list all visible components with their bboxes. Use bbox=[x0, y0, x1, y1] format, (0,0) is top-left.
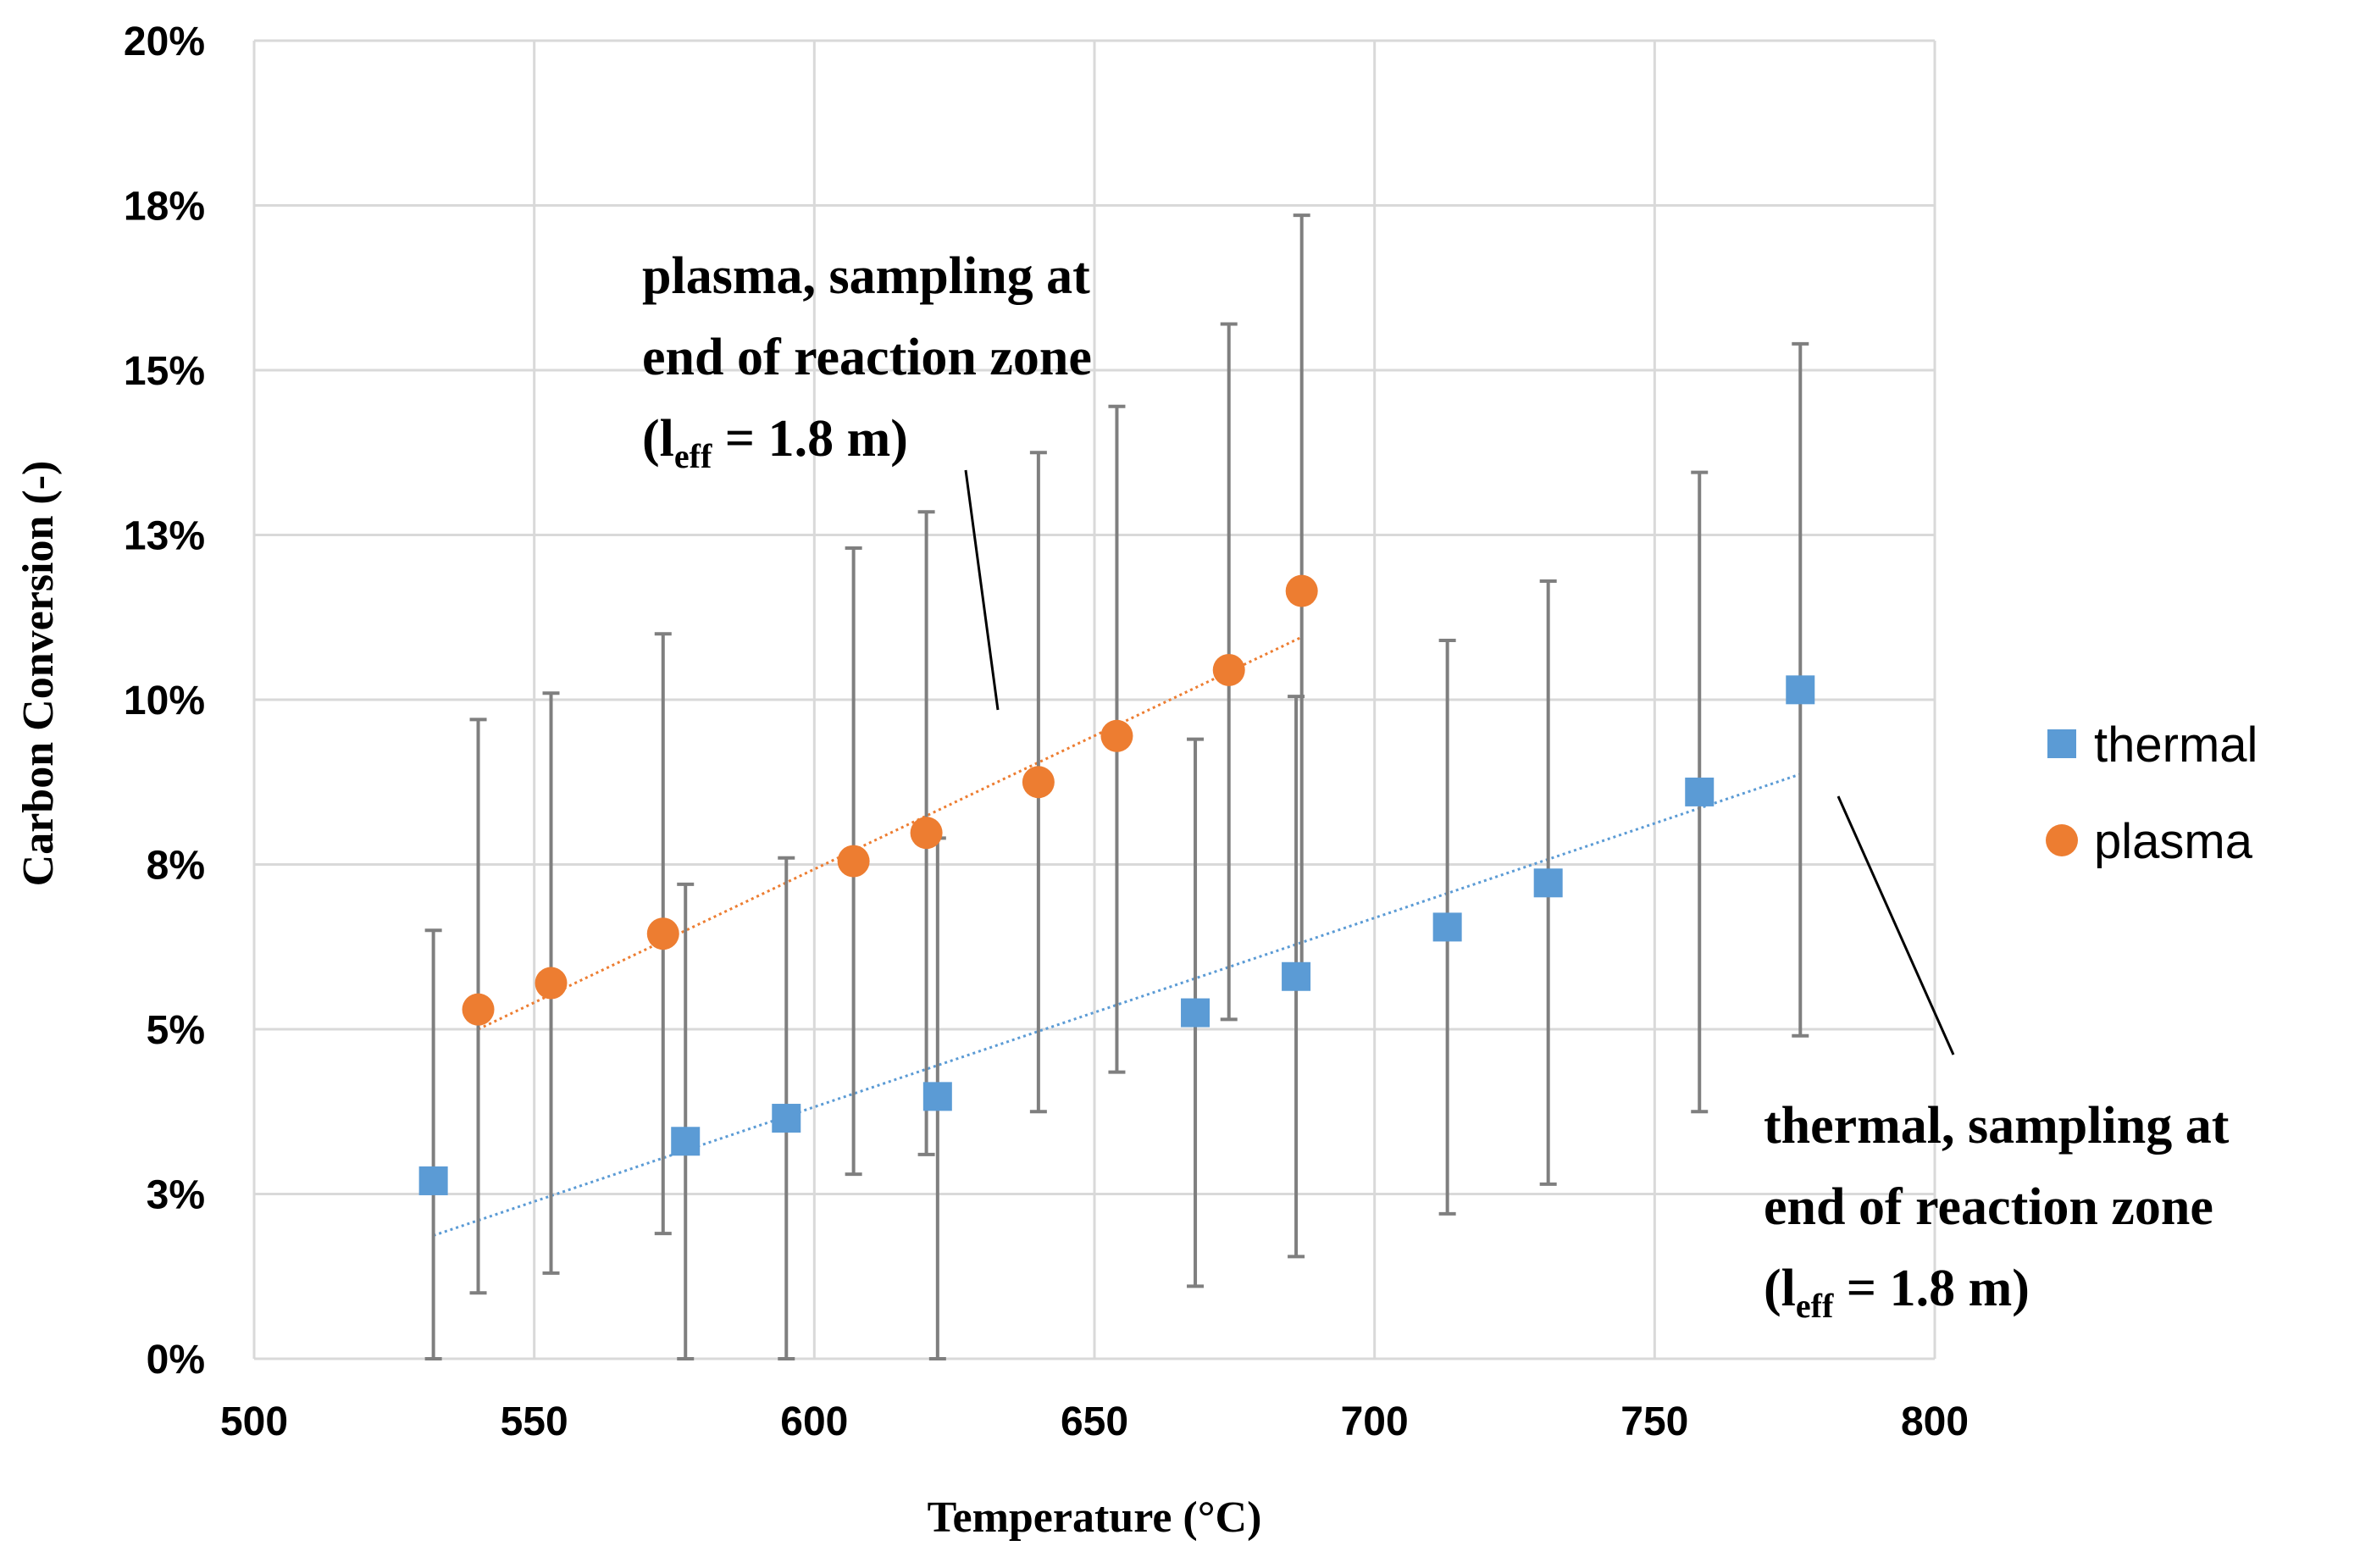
thermal-point bbox=[418, 1166, 448, 1195]
plasma-annotation-leader bbox=[964, 469, 1000, 711]
param-symbol: (l bbox=[1764, 1260, 1796, 1317]
thermal-point bbox=[1432, 912, 1462, 942]
thermal-point bbox=[922, 1082, 952, 1111]
y-tick-label: 8% bbox=[147, 844, 205, 889]
legend-thermal-label: thermal bbox=[2094, 718, 2258, 773]
x-tick-label: 700 bbox=[1341, 1399, 1409, 1444]
y-tick-label: 15% bbox=[124, 349, 205, 394]
plasma-point bbox=[910, 817, 943, 850]
y-tick-label: 0% bbox=[147, 1338, 205, 1382]
error-bars bbox=[424, 213, 1809, 1360]
y-axis-title: Carbon Conversion (-) bbox=[14, 461, 63, 887]
plasma-annotation-line: plasma, sampling at bbox=[642, 247, 1090, 305]
x-tick-label: 750 bbox=[1620, 1399, 1688, 1444]
x-axis-title: Temperature (°C) bbox=[928, 1493, 1262, 1542]
thermal-point bbox=[1533, 868, 1563, 898]
plasma-point bbox=[1285, 574, 1318, 607]
thermal-point bbox=[1786, 675, 1815, 705]
plasma-point bbox=[1022, 766, 1055, 799]
thermal-point bbox=[671, 1127, 701, 1156]
plasma-point bbox=[462, 993, 495, 1026]
trendlines bbox=[433, 635, 1801, 1237]
plasma-point bbox=[646, 917, 679, 950]
tick-labels: 0% 3% 5% 8% 10% 13% 15% 18% 20% 500 550 600 650 700 75… bbox=[124, 19, 1969, 1444]
data-markers bbox=[418, 574, 1815, 1195]
y-tick-label: 3% bbox=[147, 1173, 205, 1218]
legend-plasma-label: plasma bbox=[2094, 814, 2253, 869]
y-tick-label: 20% bbox=[124, 19, 205, 64]
thermal-annotation-leader bbox=[1836, 795, 1955, 1055]
plasma-point bbox=[1100, 719, 1133, 752]
thermal-point bbox=[1282, 961, 1311, 991]
thermal-annotation-param: (leff = 1.8 m) bbox=[1764, 1260, 2030, 1325]
plasma-annotation-param: (leff = 1.8 m) bbox=[642, 410, 908, 475]
plasma-point bbox=[837, 845, 870, 878]
thermal-annotation-line: end of reaction zone bbox=[1764, 1178, 2213, 1236]
param-value: = 1.8 m) bbox=[1833, 1260, 2030, 1317]
param-value: = 1.8 m) bbox=[712, 410, 908, 468]
plasma-point bbox=[1212, 653, 1245, 686]
param-subscript: eff bbox=[674, 437, 712, 475]
thermal-point bbox=[772, 1104, 801, 1133]
x-tick-label: 600 bbox=[780, 1399, 848, 1444]
legend-plasma-marker bbox=[2046, 824, 2078, 856]
x-tick-label: 650 bbox=[1061, 1399, 1128, 1444]
param-subscript: eff bbox=[1796, 1287, 1834, 1325]
param-symbol: (l bbox=[642, 410, 674, 468]
plasma-trendline bbox=[477, 635, 1303, 1031]
x-tick-label: 800 bbox=[1901, 1399, 1969, 1444]
plasma-annotation-line: end of reaction zone bbox=[642, 329, 1092, 386]
legend-thermal-marker bbox=[2047, 729, 2076, 758]
y-tick-label: 10% bbox=[124, 679, 205, 723]
annotations: plasma, sampling at end of reaction zone (… bbox=[642, 247, 2230, 1325]
x-tick-label: 550 bbox=[501, 1399, 568, 1444]
y-tick-label: 5% bbox=[147, 1008, 205, 1053]
y-tick-label: 13% bbox=[124, 514, 205, 559]
x-tick-label: 500 bbox=[220, 1399, 288, 1444]
legend: thermal plasma bbox=[2046, 718, 2258, 869]
thermal-annotation-line: thermal, sampling at bbox=[1764, 1097, 2230, 1155]
plasma-point bbox=[535, 967, 568, 1000]
thermal-point bbox=[1181, 998, 1210, 1028]
thermal-point bbox=[1685, 777, 1715, 806]
grid bbox=[252, 39, 1936, 1360]
y-tick-label: 18% bbox=[124, 185, 205, 230]
